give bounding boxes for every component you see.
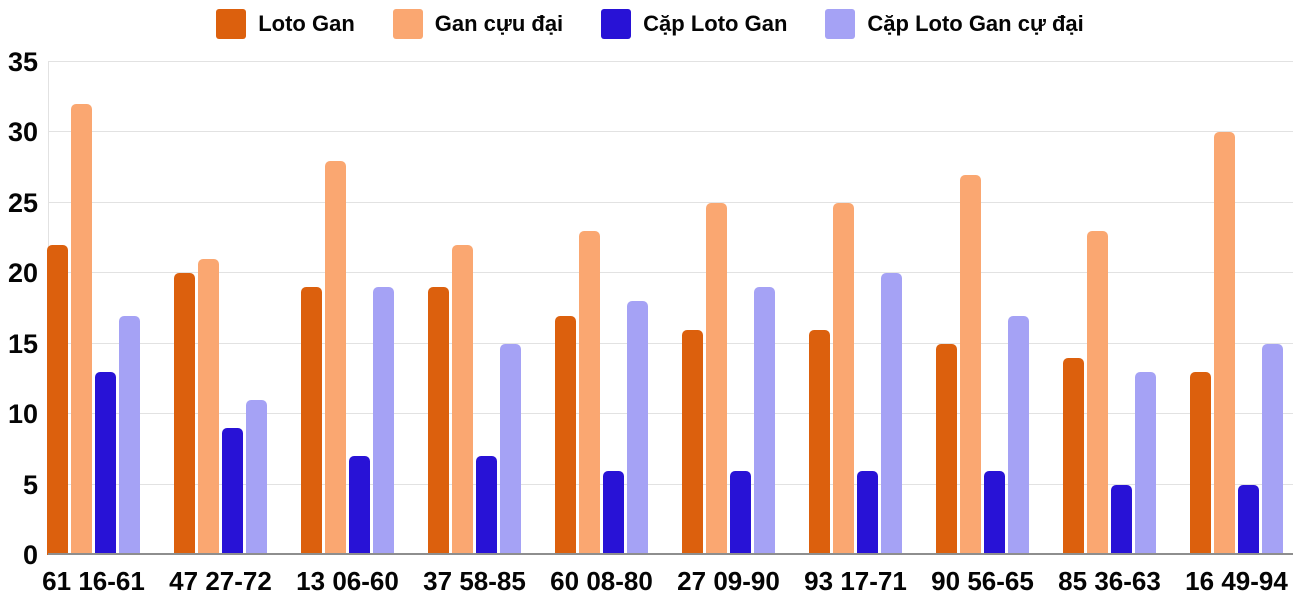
legend-item[interactable]: Loto Gan (216, 9, 355, 39)
legend-swatch (825, 9, 856, 39)
x-tick-label: 47 27-72 (169, 566, 272, 596)
bar (881, 273, 902, 555)
bar (960, 174, 981, 555)
legend-item[interactable]: Gan cựu đại (392, 9, 564, 39)
y-tick-label: 0 (22, 540, 38, 570)
x-tick-label: 61 16-61 (42, 566, 145, 596)
legend-label: Gan cựu đại (434, 11, 564, 36)
bar (1087, 231, 1108, 555)
bar-group (919, 62, 1046, 555)
x-tick-label: 90 56-65 (931, 566, 1034, 596)
gridline (48, 201, 1293, 203)
legend-label: Cặp Loto Gan (643, 11, 788, 36)
y-axis-labels: 0 5 10 15 20 25 30 35 (0, 48, 38, 569)
bar-group (1173, 62, 1300, 555)
bar-group (1046, 62, 1173, 555)
bar (754, 287, 775, 555)
bar (682, 329, 703, 555)
bar (428, 287, 449, 555)
gridline (48, 131, 1293, 133)
x-axis-line (48, 553, 1293, 555)
bar-group (792, 62, 919, 555)
bar (555, 315, 576, 555)
x-tick-label: 13 06-60 (296, 566, 399, 596)
x-tick-label: 27 09-90 (677, 566, 780, 596)
y-tick-label: 35 (7, 47, 38, 77)
bar (119, 315, 140, 555)
gridline (48, 342, 1293, 344)
y-tick-label: 10 (7, 399, 38, 430)
bar-group (157, 62, 284, 555)
bar (627, 301, 648, 555)
bar (857, 470, 878, 555)
bar (222, 428, 243, 555)
bar (71, 104, 92, 555)
bar (730, 470, 751, 555)
y-tick-label: 20 (7, 258, 38, 289)
chart-legend: Loto Gan Gan cựu đại Cặp Loto Gan Cặp Loto … (0, 6, 1300, 42)
bar (1238, 484, 1259, 555)
bar (1111, 484, 1132, 555)
bar (984, 470, 1005, 555)
bar (325, 160, 346, 555)
bar (95, 371, 116, 555)
bar-groups (30, 62, 1300, 555)
bar-group (30, 62, 157, 555)
bar-group (665, 62, 792, 555)
x-tick-label: 93 17-71 (804, 566, 907, 596)
bar (603, 470, 624, 555)
x-tick-label: 16 49-94 (1185, 566, 1288, 596)
bar (1063, 357, 1084, 555)
bar (198, 259, 219, 555)
bar (452, 245, 473, 555)
bar (1008, 315, 1029, 555)
bar (476, 456, 497, 555)
bar (174, 273, 195, 555)
plot-area (47, 61, 1300, 555)
bar (373, 287, 394, 555)
bar (1135, 371, 1156, 555)
legend-label: Loto Gan (258, 11, 355, 36)
y-tick-label: 30 (7, 117, 38, 148)
x-axis-labels: 61 16-61 47 27-72 13 06-60 37 58-85 60 08-80… (30, 558, 1300, 600)
bar-group (538, 62, 665, 555)
x-tick-label: 60 08-80 (550, 566, 653, 596)
legend-swatch (392, 9, 423, 39)
gridline (48, 413, 1293, 415)
bar (301, 287, 322, 555)
gridline (48, 61, 1293, 62)
bar (500, 343, 521, 555)
bar-group (411, 62, 538, 555)
bar (833, 202, 854, 555)
y-tick-label: 15 (7, 328, 38, 359)
gridline (48, 483, 1293, 485)
bar (246, 400, 267, 555)
bar (1190, 371, 1211, 555)
y-tick-label: 5 (22, 469, 38, 500)
bar (579, 231, 600, 555)
x-tick-label: 37 58-85 (423, 566, 526, 596)
bar (349, 456, 370, 555)
bar-group (284, 62, 411, 555)
bar (706, 202, 727, 555)
x-tick-label: 85 36-63 (1058, 566, 1161, 596)
bar (936, 343, 957, 555)
gridline (48, 272, 1293, 274)
y-tick-label: 25 (7, 187, 38, 218)
bar (1262, 343, 1283, 555)
legend-swatch (601, 9, 632, 39)
legend-item[interactable]: Cặp Loto Gan (601, 9, 787, 39)
bar (809, 329, 830, 555)
bar (1214, 132, 1235, 555)
legend-label: Cặp Loto Gan cự đại (867, 11, 1084, 36)
legend-swatch (216, 9, 247, 39)
bar (47, 245, 68, 555)
legend-item[interactable]: Cặp Loto Gan cự đại (825, 9, 1084, 39)
